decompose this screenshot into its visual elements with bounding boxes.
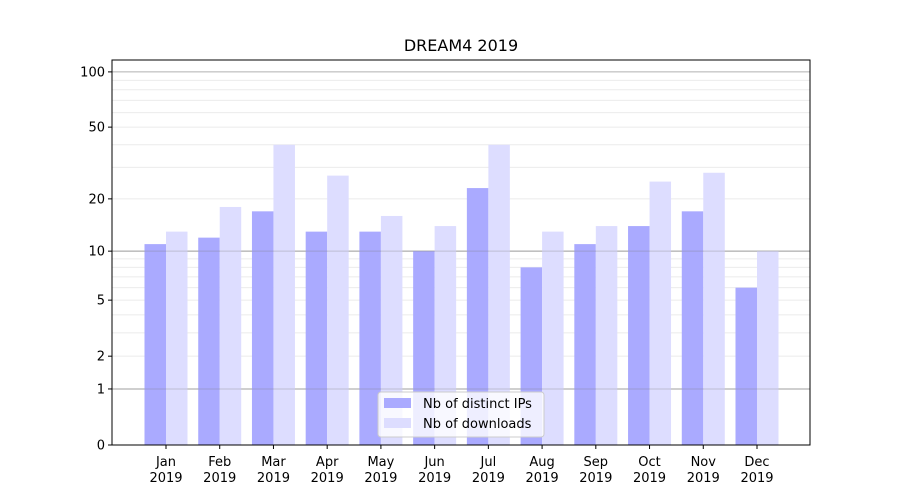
x-tick-label-year: 2019	[257, 471, 290, 486]
y-tick-label: 100	[80, 65, 105, 80]
x-tick-label-month: May	[367, 455, 394, 470]
bar-downloads	[219, 206, 242, 445]
x-tick-label-year: 2019	[687, 471, 720, 486]
legend-label-downloads: Nb of downloads	[423, 417, 532, 432]
y-tick-label: 20	[88, 192, 105, 207]
bar-downloads	[757, 251, 779, 445]
x-tick-label-month: Mar	[261, 455, 286, 470]
legend-swatch-downloads	[384, 418, 411, 428]
bar-distinct-ips	[198, 237, 220, 445]
x-tick-label-month: Aug	[529, 455, 554, 470]
bar-distinct-ips	[144, 244, 166, 445]
x-tick-label-month: Jan	[155, 455, 176, 470]
plot-frame	[111, 59, 811, 446]
y-tick-label: 5	[97, 294, 105, 309]
x-tick-label-month: Dec	[744, 455, 769, 470]
bar-downloads	[273, 144, 295, 446]
y-axis: 0 1 2 5 10 20 50 100	[80, 65, 112, 454]
y-tick-label: 0	[97, 439, 105, 454]
bar-distinct-ips	[574, 244, 596, 445]
bar-distinct-ips	[628, 226, 650, 445]
x-tick-label-year: 2019	[472, 471, 505, 486]
bar-distinct-ips	[466, 188, 489, 445]
x-tick-label-month: Oct	[638, 455, 660, 470]
y-tick-label: 50	[88, 121, 105, 136]
bar-downloads	[649, 181, 672, 445]
bar-downloads	[703, 172, 725, 445]
legend-box	[377, 391, 545, 438]
bar-distinct-ips	[681, 211, 704, 445]
x-tick-label-month: Jun	[423, 455, 444, 470]
bar-distinct-ips	[735, 287, 757, 445]
x-tick-label-month: Nov	[691, 455, 717, 470]
bar-distinct-ips	[251, 211, 274, 445]
legend: Nb of distinct IPs Nb of downloads	[377, 391, 545, 438]
x-axis: Jan2019Feb2019Mar2019Apr2019May2019Jun20…	[149, 445, 774, 486]
bar-downloads	[380, 215, 403, 445]
x-tick-label-year: 2019	[364, 471, 397, 486]
x-tick-label-month: Feb	[208, 455, 231, 470]
bar-downloads	[166, 231, 188, 445]
x-tick-label-month: Apr	[316, 455, 339, 470]
x-tick-label-year: 2019	[311, 471, 344, 486]
bar-downloads	[595, 226, 618, 445]
bar-downloads	[327, 175, 349, 445]
x-tick-label-year: 2019	[203, 471, 236, 486]
x-tick-label-year: 2019	[633, 471, 666, 486]
legend-swatch-ips	[384, 398, 411, 408]
bar-distinct-ips	[359, 231, 381, 445]
bars	[112, 144, 810, 446]
x-tick-label-month: Jul	[480, 455, 497, 470]
bar-distinct-ips	[305, 231, 328, 445]
x-tick-label-year: 2019	[526, 471, 559, 486]
y-tick-label: 2	[97, 350, 105, 365]
bar-downloads	[434, 226, 457, 445]
bar-downloads	[488, 144, 510, 446]
y-tick-label: 10	[88, 245, 105, 260]
x-tick-label-year: 2019	[149, 471, 182, 486]
x-tick-label-month: Sep	[584, 455, 609, 470]
bar-downloads	[542, 231, 564, 445]
x-tick-label-year: 2019	[740, 471, 773, 486]
chart-title: DREAM4 2019	[404, 36, 518, 55]
y-tick-label: 1	[97, 382, 105, 397]
x-tick-label-year: 2019	[418, 471, 451, 486]
legend-label-ips: Nb of distinct IPs	[423, 397, 532, 412]
x-tick-label-year: 2019	[579, 471, 612, 486]
